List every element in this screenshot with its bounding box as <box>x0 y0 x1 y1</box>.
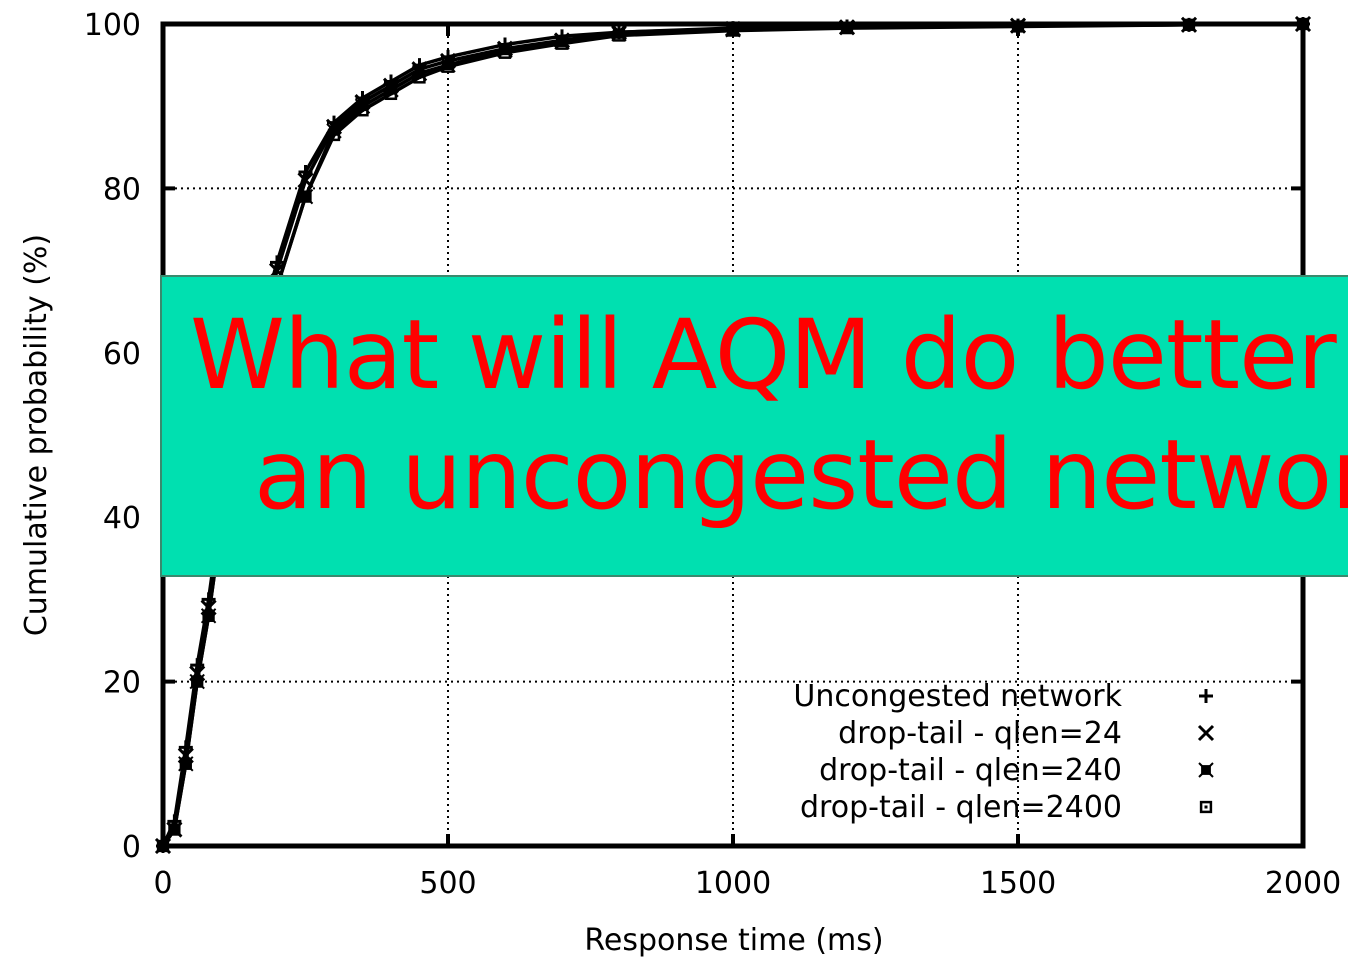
x-tick-label: 0 <box>153 866 172 901</box>
x-tick-label: 2000 <box>1265 866 1341 901</box>
data-point <box>503 51 507 55</box>
data-point <box>168 823 181 836</box>
y-axis-title: Cumulative probability (%) <box>19 234 54 636</box>
data-point <box>617 34 621 38</box>
x-axis-title: Response time (ms) <box>584 923 883 958</box>
data-point <box>356 104 369 117</box>
overlay-text-line-2: an uncongested networ <box>254 419 1348 531</box>
data-point <box>191 675 204 688</box>
legend-label: Uncongested network <box>793 679 1122 714</box>
data-point <box>446 65 450 69</box>
data-point <box>1197 724 1215 742</box>
series-line <box>161 22 1304 847</box>
data-point <box>207 614 211 618</box>
y-tick-label: 40 <box>103 501 141 536</box>
data-point <box>418 75 421 79</box>
data-point <box>384 87 398 101</box>
data-point <box>184 762 188 766</box>
legend-label: drop-tail - qlen=240 <box>819 753 1122 788</box>
data-point <box>389 92 393 96</box>
data-point <box>498 46 512 59</box>
legend-label: drop-tail - qlen=24 <box>838 716 1122 751</box>
data-point <box>1198 762 1214 778</box>
y-tick-label: 80 <box>103 172 141 207</box>
y-tick-label: 60 <box>103 337 141 372</box>
data-point <box>179 757 192 770</box>
data-point <box>441 60 455 73</box>
data-point <box>332 133 336 137</box>
x-tick-label: 1500 <box>980 866 1056 901</box>
data-point <box>612 29 626 42</box>
data-point <box>1199 689 1213 703</box>
data-point <box>361 108 364 112</box>
legend-label: drop-tail - qlen=2400 <box>800 790 1122 825</box>
x-tick-label: 500 <box>419 866 476 901</box>
data-point <box>413 71 426 84</box>
data-point <box>1204 805 1208 809</box>
y-tick-label: 20 <box>103 666 141 701</box>
data-point <box>555 37 569 50</box>
data-point <box>299 190 312 203</box>
y-tick-label: 100 <box>84 8 141 43</box>
data-point <box>560 42 564 46</box>
y-tick-label: 0 <box>122 830 141 865</box>
data-point <box>304 195 307 199</box>
data-point <box>172 828 176 832</box>
axis-ticks: 0 500 1000 1500 2000 0 20 40 60 80 100 <box>84 8 1341 901</box>
data-point <box>202 609 215 622</box>
data-point <box>1199 800 1213 814</box>
x-tick-label: 1000 <box>695 866 771 901</box>
data-point <box>845 26 849 30</box>
data-point <box>195 680 199 684</box>
data-point <box>327 128 341 142</box>
question-overlay: What will AQM do better an uncongested n… <box>160 275 1348 577</box>
overlay-text-line-1: What will AQM do better <box>190 299 1337 411</box>
